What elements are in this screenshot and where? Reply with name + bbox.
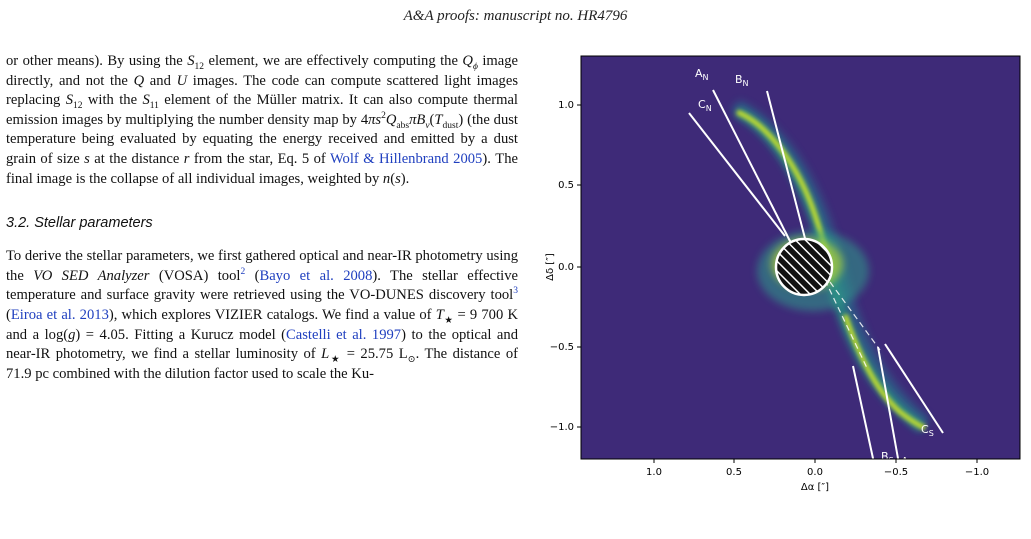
label-b-s: BS [881, 450, 894, 465]
text-fragment: VO SED Analyzer [33, 267, 150, 284]
paragraph-code-description: or other means). By using the S12 elemen… [6, 53, 518, 187]
text-fragment: . The distance of 71.9 pc combined with … [6, 346, 518, 382]
x-axis-label: Δα [″] [801, 482, 829, 493]
y-tick-label: 0.0 [558, 262, 574, 273]
citation-link-castelli[interactable]: Castelli et al. 1997 [286, 326, 402, 343]
label-b-n: BN [735, 73, 749, 88]
x-tick-label: −0.5 [884, 467, 908, 478]
x-axis: 1.0 0.5 0.0 −0.5 −1.0 Δα [″] [646, 459, 989, 493]
citation-link-bayo[interactable]: Bayo et al. 2008 [259, 267, 373, 284]
x-tick-label: 0.0 [807, 467, 823, 478]
citation-link-eiroa[interactable]: Eiroa et al. 2013 [10, 306, 109, 323]
plot-frame [580, 55, 1021, 460]
text-fragment: ( [6, 306, 11, 323]
y-tick-label: −0.5 [550, 342, 574, 353]
disk-ring-south [842, 314, 926, 431]
text-fragment: element of the Müller matrix. It can als… [6, 92, 518, 128]
y-axis: 1.0 0.5 0.0 −0.5 −1.0 Δδ [″] [545, 100, 581, 433]
y-tick-label: −1.0 [550, 422, 574, 433]
line-set-dashed [752, 167, 881, 369]
text-fragment: = 9 700 K and a log( [6, 306, 518, 343]
y-axis-label: Δδ [″] [545, 253, 556, 281]
text-fragment: with the [82, 92, 143, 109]
text-fragment: images. The code can compute scattered l… [6, 72, 518, 109]
text-fragment: ( [245, 267, 260, 284]
text-fragment: image directly, and not the [6, 53, 518, 89]
x-tick-label: 1.0 [646, 467, 662, 478]
label-c-s: CS [921, 423, 934, 438]
text-fragment: ). The final image is the collapse of al… [6, 150, 518, 187]
y-tick-label: 1.0 [558, 100, 574, 111]
text-fragment: (the dust temperature being evaluated by… [6, 111, 518, 167]
text-fragment: = 25.75 L [341, 346, 408, 363]
footnote-link-2[interactable]: 2 [240, 266, 246, 277]
disk-image-figure: AN BN CN CS BS AS 1.0 0.5 0.0 −0.5 −1.0 … [545, 55, 1021, 493]
text-fragment: or other means). By using the [6, 53, 188, 69]
text-fragment: ), which explores VIZIER catalogs. We fi… [108, 306, 436, 323]
section-title: 3.2. Stellar parameters [6, 215, 153, 232]
label-a-n: AN [695, 67, 709, 82]
text-fragment: element, we are effectively computing th… [204, 53, 463, 69]
running-header: A&A proofs: manuscript no. HR4796 [0, 8, 1031, 25]
footnote-link-3[interactable]: 3 [513, 286, 518, 297]
coronagraph-mask [774, 237, 834, 297]
running-header-text: A&A proofs: manuscript no. HR4796 [403, 8, 628, 24]
text-fragment: To derive the stellar parameters, we fir… [6, 248, 518, 284]
text-column: or other means). By using the S12 elemen… [6, 52, 518, 384]
label-c-n: CN [698, 98, 712, 113]
label-a-s: AS [901, 455, 914, 470]
text-fragment: (VOSA) tool [149, 267, 241, 284]
text-fragment: and [144, 72, 177, 89]
y-tick-label: 0.5 [558, 180, 574, 191]
text-fragment: ) = 4.05. Fitting a Kurucz model ( [75, 326, 287, 343]
citation-link-wolf[interactable]: Wolf & Hillenbrand 2005 [329, 150, 483, 167]
text-fragment: ). The stellar effective temperature and… [6, 267, 518, 304]
paragraph-stellar-parameters: To derive the stellar parameters, we fir… [6, 248, 519, 382]
text-fragment: from the star, Eq. 5 of [189, 150, 330, 167]
line-labels: AN BN CN CS BS AS [695, 67, 934, 470]
x-tick-label: 0.5 [726, 467, 742, 478]
x-tick-label: −1.0 [965, 467, 989, 478]
text-fragment: ) to the optical and near-IR photometry,… [6, 326, 519, 363]
text-fragment: at the distance [89, 150, 184, 167]
